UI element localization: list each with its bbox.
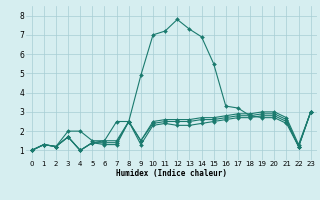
X-axis label: Humidex (Indice chaleur): Humidex (Indice chaleur) <box>116 169 227 178</box>
